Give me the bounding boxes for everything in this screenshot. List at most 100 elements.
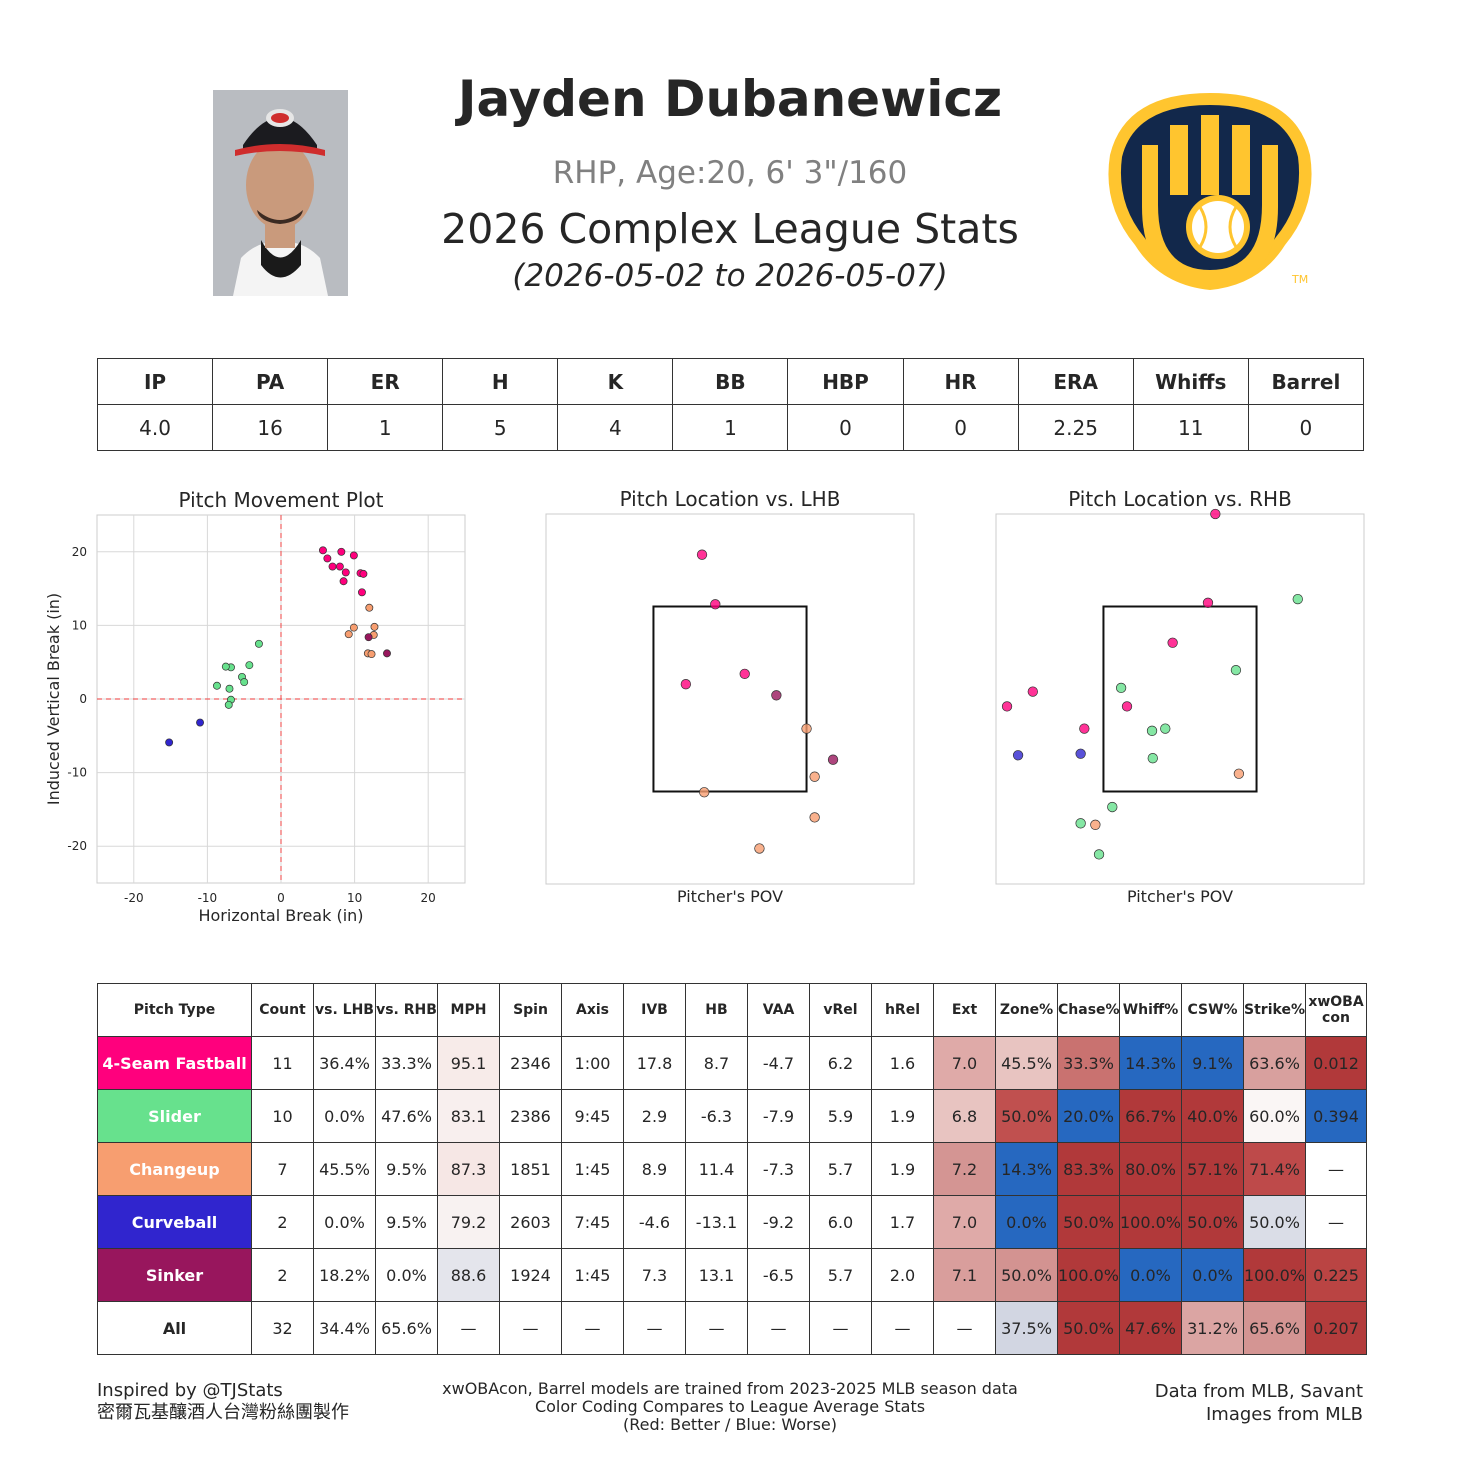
pitch-table-cell: 7:45 [561, 1195, 624, 1249]
pitch-point-4-seam-fastball [319, 546, 327, 555]
x-tick-label: 20 [421, 891, 436, 905]
pitch-table-cell: 31.2% [1181, 1301, 1244, 1355]
pitch-table-row: Changeup 7 45.5% 9.5% 87.3 1851 1:45 8.9 11.4 -7.… [97, 1142, 1367, 1196]
pitch-table-cell: 37.5% [995, 1301, 1058, 1355]
plots-area: Pitch Movement Plot -20 -10 0 10 20 20 10 0 -10 -2… [44, 487, 1365, 925]
pitch-table-cell: 95.1 [437, 1036, 500, 1090]
pitch-point-slider [1075, 818, 1086, 829]
pitch-point-slider [225, 684, 234, 693]
pitch-table-cell: 7.3 [623, 1248, 686, 1302]
date-range: (2026-05-02 to 2026-05-07) [512, 258, 948, 294]
pitch-table-cell: 9.1% [1181, 1036, 1244, 1090]
pitch-table-cell: — [685, 1301, 748, 1355]
pitch-table-header-cell: CSW% [1181, 983, 1244, 1037]
pitch-point-slider [213, 681, 221, 690]
pitch-point-changeup [699, 787, 710, 798]
pitch-point-4-seam-fastball [1210, 508, 1221, 520]
summary-value-era: 2.25 [1017, 404, 1134, 451]
pitch-table-cell: 83.3% [1057, 1142, 1120, 1196]
summary-header-ip: IP [96, 358, 214, 405]
pitch-table-cell: -7.9 [747, 1089, 810, 1143]
pitch-point-changeup [1233, 768, 1245, 779]
pitch-table-cell: — [437, 1301, 500, 1355]
summary-header-pa: PA [212, 358, 329, 405]
pitch-table-cell: 2.9 [623, 1089, 686, 1143]
pitch-table-header-cell: MPH [437, 983, 500, 1037]
pitch-point-4-seam-fastball [710, 599, 721, 610]
pitch-table-cell: 1.6 [871, 1036, 934, 1090]
pitch-point-4-seam-fastball [323, 554, 332, 563]
pitch-table-cell: 50.0% [1243, 1195, 1306, 1249]
footer-notes-center: xwOBAcon, Barrel models are trained from… [380, 1380, 1080, 1434]
pitch-table-cell: — [809, 1301, 872, 1355]
pitch-type-label: Curveball [97, 1195, 252, 1249]
plot-3 [995, 508, 1365, 885]
footer-model-note: xwOBAcon, Barrel models are trained from… [442, 1379, 1018, 1398]
pitch-table-row: Curveball 2 0.0% 9.5% 79.2 2603 7:45 -4.6 -13.1-… [97, 1195, 1367, 1249]
pitch-table-cell: 9:45 [561, 1089, 624, 1143]
pitch-table-header-cell: vRel [809, 983, 872, 1037]
pitch-table-header-cell: Chase% [1057, 983, 1120, 1037]
pitch-point-slider [240, 678, 249, 687]
pitch-point-4-seam-fastball [359, 569, 368, 578]
pitch-table-cell: — [1305, 1195, 1367, 1249]
pitch-table-cell: -9.2 [747, 1195, 810, 1249]
pitch-table-cell: 45.5% [995, 1036, 1058, 1090]
pitch-table-cell: 63.6% [1243, 1036, 1306, 1090]
pitch-table-cell: 6.2 [809, 1036, 872, 1090]
pitch-point-4-seam-fastball [1079, 723, 1090, 734]
pitch-point-slider [221, 662, 230, 671]
pitch-table-cell: -6.5 [747, 1248, 810, 1302]
pitch-table-cell: 88.6 [437, 1248, 500, 1302]
footer-data-source: Data from MLB, Savant [1154, 1381, 1363, 1402]
team-logo: TM [1100, 85, 1320, 300]
pitch-point-slider [1107, 801, 1118, 813]
pitch-type-label: 4-Seam Fastball [97, 1036, 252, 1090]
pitch-table-cell: 47.6% [375, 1089, 438, 1143]
summary-header-bb: BB [672, 358, 789, 405]
pitch-point-slider [254, 639, 263, 648]
pitch-table-cell: 10 [251, 1089, 314, 1143]
pitch-point-curveball [165, 738, 174, 747]
pitch-table-cell: 13.1 [685, 1248, 748, 1302]
pitch-table-cell: 47.6% [1119, 1301, 1182, 1355]
pitch-point-slider [245, 661, 254, 670]
pitch-point-4-seam-fastball [739, 668, 750, 679]
pitch-table-cell: 0.0% [375, 1248, 438, 1302]
footer-inspired-by: Inspired by @TJStats [97, 1380, 283, 1401]
pitch-table-cell: 7.0 [933, 1036, 996, 1090]
pitch-table-cell: 17.8 [623, 1036, 686, 1090]
x-axis-label: Pitcher's POV [1127, 887, 1233, 906]
summary-value-ip: 4.0 [96, 404, 214, 451]
plot-title: Pitch Location vs. LHB [620, 487, 841, 511]
pitch-table-cell: 0.012 [1305, 1036, 1367, 1090]
pitch-point-4-seam-fastball [328, 562, 337, 571]
pitch-table-cell: 50.0% [1181, 1195, 1244, 1249]
pitch-table-cell: 33.3% [1057, 1036, 1120, 1090]
pitch-type-label: Changeup [97, 1142, 252, 1196]
pitch-table-row: 4-Seam Fastball 11 36.4% 33.3% 95.1 2346 1:00 1… [97, 1036, 1367, 1090]
pitch-point-4-seam-fastball [358, 588, 366, 597]
pitch-table-cell: 34.4% [313, 1301, 376, 1355]
pitch-table-cell: 6.8 [933, 1089, 996, 1143]
x-axis-label: Pitcher's POV [677, 887, 783, 906]
y-axis-label: Induced Vertical Break (in) [44, 593, 63, 805]
x-tick-label: 10 [347, 891, 362, 905]
pitch-table-cell: 20.0% [1057, 1089, 1120, 1143]
pitch-table-cell: 1.9 [871, 1089, 934, 1143]
pitch-table-cell: 0.0% [313, 1195, 376, 1249]
summary-value-hbp: 0 [787, 404, 904, 451]
pitch-table-cell: 79.2 [437, 1195, 500, 1249]
pitch-table-cell: 8.9 [623, 1142, 686, 1196]
pitch-table-cell: 8.7 [685, 1036, 748, 1090]
pitch-table-header-cell: Zone% [995, 983, 1058, 1037]
pitch-point-sinker [364, 633, 373, 642]
pitch-point-4-seam-fastball [1202, 597, 1214, 608]
pitch-table-header-cell: Strike% [1243, 983, 1306, 1037]
pitch-table-cell: 7 [251, 1142, 314, 1196]
summary-header-hr: HR [902, 358, 1019, 405]
summary-header-h: H [442, 358, 559, 405]
pitch-table-cell: 100.0% [1243, 1248, 1306, 1302]
pitch-point-4-seam-fastball [1121, 701, 1133, 712]
pitch-table-cell: -4.7 [747, 1036, 810, 1090]
